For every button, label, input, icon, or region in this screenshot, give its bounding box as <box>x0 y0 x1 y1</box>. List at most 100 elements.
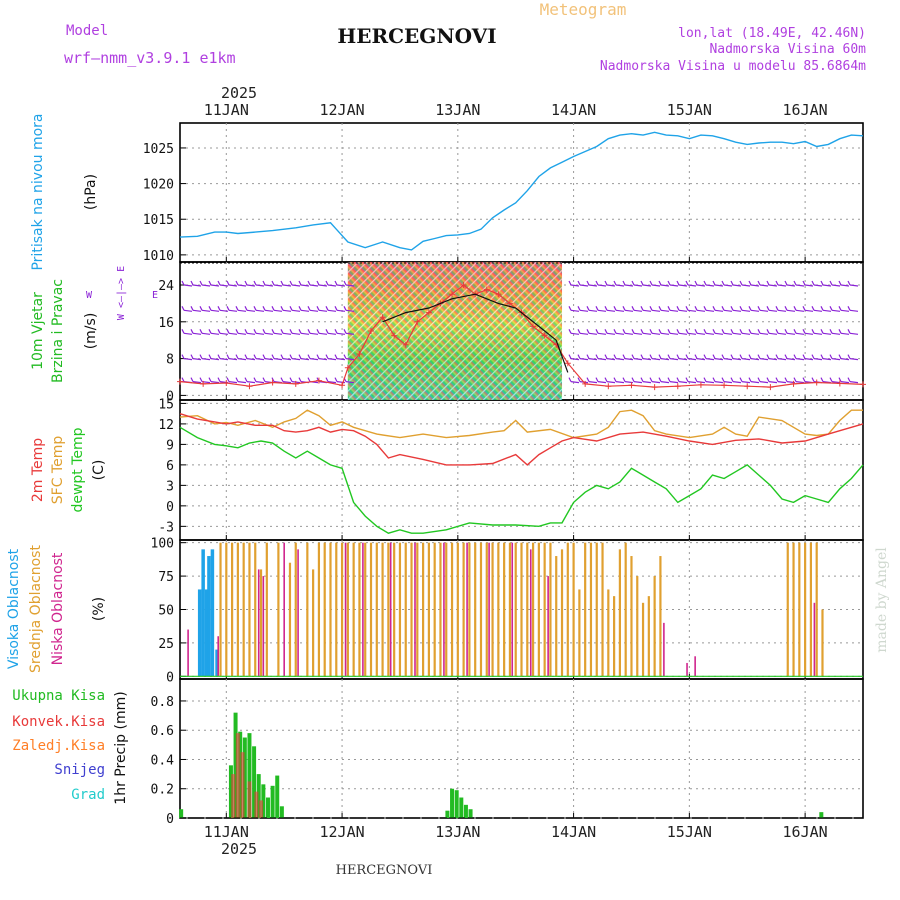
wind-barb-flag <box>703 329 707 334</box>
wind-barb-flag <box>586 280 590 286</box>
wind-barb-flag <box>604 306 608 311</box>
wind-barb <box>732 332 742 335</box>
wind-barb-flag <box>685 329 689 334</box>
day-label-top: 14JAN <box>551 101 596 119</box>
cloud-mid-bar <box>312 569 315 677</box>
wind-barb-flag <box>235 329 239 334</box>
day-label-top: 15JAN <box>667 101 712 119</box>
model-label: Model <box>66 23 108 39</box>
wind-barb <box>678 358 688 361</box>
wind-barb <box>669 332 679 335</box>
wind-barb <box>273 309 283 312</box>
wind-barb <box>282 358 292 361</box>
wind-barb <box>183 284 193 287</box>
wind-barb <box>183 358 193 361</box>
meteogram-title: Meteogram <box>540 0 627 19</box>
wind-barb-flag <box>325 280 329 286</box>
wind-barb <box>759 332 769 335</box>
wind-barb <box>741 309 751 312</box>
wind-barb-flag <box>757 280 761 286</box>
cloud-mid-bar <box>809 542 813 677</box>
wind-barb-flag <box>676 377 680 382</box>
cloud-mid-bar <box>555 556 558 677</box>
wind-barb <box>723 309 733 312</box>
wind-barb <box>192 309 202 312</box>
wind-compass-e: E <box>152 290 158 301</box>
wind-barb-flag <box>649 354 653 359</box>
wind-barb <box>777 284 787 287</box>
wind-barb-flag <box>793 329 797 334</box>
wind-barb-flag <box>802 329 806 334</box>
wind-speed-point <box>744 383 751 390</box>
wind-barb-flag <box>271 354 275 359</box>
station-title: HERCEGNOVI <box>337 24 496 48</box>
cloud-low-bar <box>389 542 392 677</box>
wind-barb <box>795 358 805 361</box>
footer-station: HERCEGNOVI <box>336 863 433 878</box>
wind-barb <box>660 309 670 312</box>
wind-barb <box>840 358 850 361</box>
wind-barb-flag <box>730 354 734 359</box>
wind-barb-flag <box>739 306 743 311</box>
wind-barb <box>633 332 643 335</box>
wind-barb <box>687 332 697 335</box>
wind-barb-flag <box>253 280 257 286</box>
wind-barb-flag <box>622 329 626 334</box>
precip-total-bar <box>265 797 270 818</box>
cloud-mid-bar <box>259 569 263 677</box>
wind-barb <box>669 309 679 312</box>
wind-barb-flag <box>244 329 248 334</box>
temperature-ytick-label: 3 <box>166 479 174 494</box>
cloud-low-bar <box>217 636 220 677</box>
cloud-mid-bar <box>566 542 569 677</box>
wind-gust-line <box>382 293 569 373</box>
wind-barb-flag <box>640 306 644 311</box>
pressure-line <box>179 131 864 251</box>
precip-total-bar <box>261 784 266 818</box>
cloud-high-bar <box>204 589 209 677</box>
wind-barb-flag <box>325 329 329 334</box>
cloud-mid-bar <box>607 589 610 677</box>
wind-barb-flag <box>775 306 779 311</box>
wind-barb <box>291 309 301 312</box>
wind-barb-flag <box>793 354 797 359</box>
wind-barb-flag <box>199 377 203 382</box>
wind-speed-point <box>414 318 421 325</box>
wind-barb <box>255 381 265 384</box>
wind-barb <box>318 309 328 312</box>
wind-barb-flag <box>649 280 653 286</box>
wind-barb-flag <box>757 306 761 311</box>
cloud-low-bar <box>414 542 416 677</box>
wind-barb <box>696 358 706 361</box>
wind-barb <box>237 284 247 287</box>
cloud-mid-bar <box>445 542 448 677</box>
wind-barb-flag <box>793 280 797 286</box>
day-label-bottom: 16JAN <box>783 823 828 841</box>
wind-barb-flag <box>640 280 644 286</box>
wind-barb <box>327 381 337 384</box>
wind-barb-flag <box>847 329 851 334</box>
wind-barb <box>624 358 634 361</box>
wind-ylabel-1: 10m Vjetar <box>30 292 46 370</box>
wind-barb-flag <box>820 354 824 359</box>
wind-barb <box>786 332 796 335</box>
cloud-low-bar <box>694 656 696 677</box>
wind-barb <box>777 309 787 312</box>
precip-legend-item: Konvek.Kisa <box>12 714 105 730</box>
wind-barb <box>705 332 715 335</box>
cloud-low-bar <box>466 542 468 677</box>
cloud-mid-bar <box>630 556 633 677</box>
cloud-low-bar <box>443 542 445 677</box>
wind-barb-flag <box>262 329 266 334</box>
wind-barb <box>786 358 796 361</box>
wind-barb <box>750 309 760 312</box>
wind-barb <box>273 332 283 335</box>
day-label-bottom: 13JAN <box>435 823 480 841</box>
wind-barb-flag <box>739 354 743 359</box>
wind-barb-flag <box>586 354 590 359</box>
wind-barb <box>750 358 760 361</box>
cloud-ytick-label: 75 <box>158 570 174 585</box>
wind-barb <box>660 332 670 335</box>
temp-ylabel-2m: 2m Temp <box>30 438 46 502</box>
wind-barb <box>624 309 634 312</box>
